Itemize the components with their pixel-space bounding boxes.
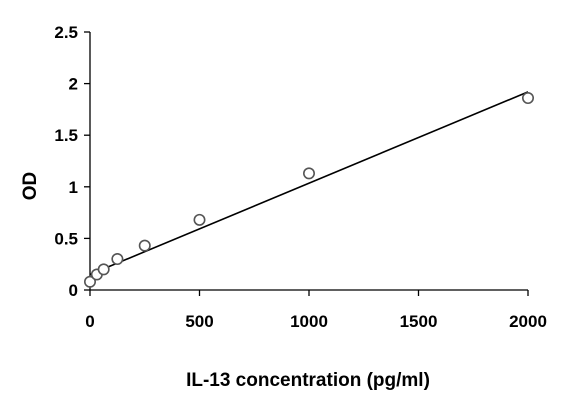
y-tick-label: 2 [69, 75, 78, 94]
y-tick-label: 0 [69, 281, 78, 300]
y-tick-label: 1.5 [54, 126, 78, 145]
data-point [97, 263, 110, 276]
x-tick-label: 0 [85, 312, 94, 331]
x-tick-label: 1000 [290, 312, 328, 331]
data-point [521, 92, 534, 105]
data-point [302, 167, 315, 180]
x-tick-label: 2000 [509, 312, 547, 331]
data-point [193, 213, 206, 226]
x-tick-label: 500 [185, 312, 213, 331]
data-point [84, 275, 97, 288]
data-point [138, 239, 151, 252]
y-axis-title: OD [20, 172, 41, 201]
data-point [111, 253, 124, 266]
x-axis-title: IL-13 concentration (pg/ml) [186, 370, 430, 391]
x-tick-label: 1500 [400, 312, 438, 331]
data-points [84, 92, 534, 288]
y-tick-label: 1 [69, 178, 78, 197]
x-axis-ticks: 0 500 1000 1500 2000 [85, 290, 547, 331]
y-axis-ticks: 0 0.5 1 1.5 2 2.5 [54, 23, 90, 300]
axes [89, 32, 528, 291]
trendline-layer [89, 91, 529, 276]
y-tick-label: 2.5 [54, 23, 78, 42]
trendline [89, 91, 529, 276]
y-tick-label: 0.5 [54, 229, 78, 248]
